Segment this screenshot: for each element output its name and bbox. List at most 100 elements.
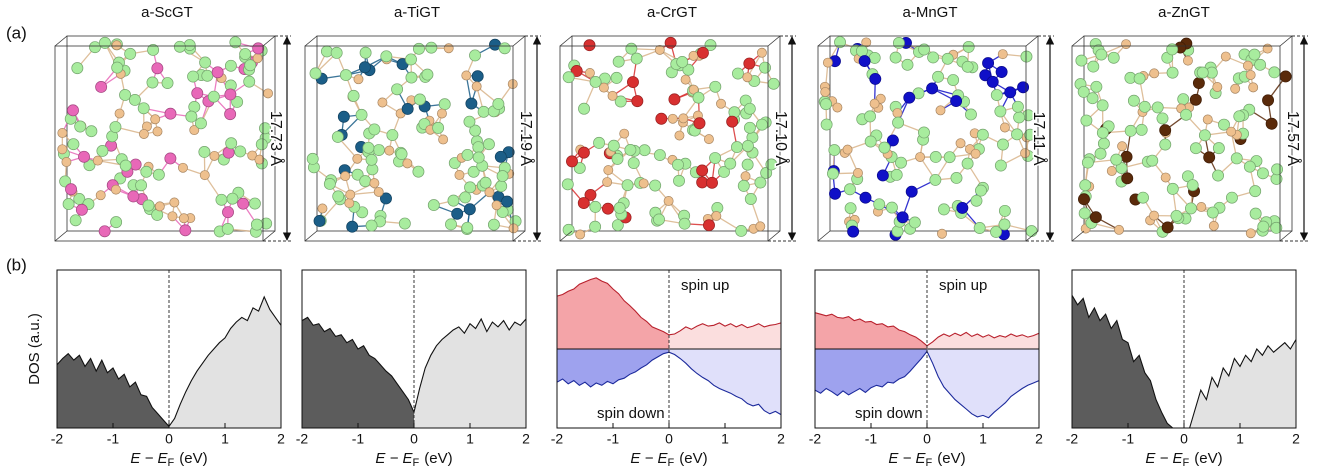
atom: [72, 63, 83, 74]
atom: [321, 46, 332, 57]
atom: [675, 131, 684, 140]
x-tick-label: 1: [979, 431, 987, 447]
atom: [318, 204, 327, 213]
atom: [1227, 127, 1236, 136]
atom: [348, 90, 359, 101]
atom: [995, 106, 1006, 117]
atom: [86, 126, 97, 137]
atom: [238, 198, 249, 209]
x-tick-label: -1: [352, 431, 365, 447]
cell-edge: [560, 36, 572, 46]
cell-edge: [1026, 36, 1038, 46]
atom: [307, 153, 318, 164]
atom: [381, 51, 392, 62]
atom: [1108, 52, 1119, 63]
atom: [604, 166, 613, 175]
atom: [341, 171, 350, 180]
atom: [909, 217, 920, 228]
atom: [971, 149, 980, 158]
atom: [135, 180, 146, 191]
atom: [829, 188, 840, 199]
atom: [1204, 152, 1215, 163]
atom: [464, 116, 475, 127]
atom: [622, 180, 633, 191]
x-tick-label: 2: [1035, 431, 1043, 447]
atom: [845, 203, 856, 214]
atom: [694, 118, 705, 129]
atom: [483, 139, 494, 150]
atom: [1244, 161, 1255, 172]
atom: [944, 152, 955, 163]
atom: [697, 47, 708, 58]
atom: [820, 99, 831, 110]
atom: [864, 111, 875, 122]
atom: [1255, 59, 1266, 70]
atom: [1250, 208, 1261, 219]
atom: [62, 157, 71, 166]
atom: [405, 54, 416, 65]
atom: [1197, 202, 1206, 211]
atom: [593, 137, 604, 148]
atom: [1263, 44, 1272, 53]
x-label-main: E − E: [630, 450, 668, 467]
atom: [366, 154, 377, 165]
structure-title: a-TiGT: [394, 4, 440, 21]
atom: [1207, 207, 1218, 218]
atom: [473, 142, 484, 153]
atom: [202, 70, 213, 81]
atom: [110, 121, 121, 132]
atom: [138, 103, 149, 114]
panel-label: (b): [6, 255, 27, 274]
x-label-sub: F: [168, 457, 175, 468]
atom: [1125, 125, 1136, 136]
atom: [1246, 229, 1255, 238]
atom: [478, 106, 489, 117]
atom: [1095, 148, 1106, 159]
atom: [1097, 127, 1108, 138]
atom: [331, 47, 342, 58]
series-label: spin up: [681, 277, 729, 294]
atom: [1190, 143, 1201, 154]
atom: [186, 111, 197, 122]
x-axis-label: E − EF(eV): [888, 450, 965, 468]
atom: [472, 82, 481, 91]
atom: [669, 94, 680, 105]
x-label-sub: F: [413, 457, 420, 468]
atom: [170, 198, 179, 207]
atom: [347, 221, 358, 232]
atom: [1111, 154, 1122, 165]
atom: [249, 198, 260, 209]
atom: [1257, 168, 1268, 179]
atom: [745, 193, 756, 204]
atom: [99, 37, 110, 48]
atom: [704, 135, 713, 144]
x-label-sub: F: [926, 457, 933, 468]
atom: [1167, 44, 1178, 55]
atom: [938, 204, 949, 215]
y-axis-label: DOS (a.u.): [26, 313, 43, 385]
atom: [1078, 194, 1089, 205]
atom: [890, 52, 901, 63]
x-tick-label: -2: [809, 431, 822, 447]
atom: [180, 225, 191, 236]
atom: [1157, 113, 1168, 124]
atom: [1020, 149, 1029, 158]
atom: [1076, 55, 1087, 66]
atom: [829, 144, 840, 155]
atom: [679, 114, 688, 123]
atom: [128, 191, 139, 202]
atom: [997, 139, 1008, 150]
atom: [1266, 118, 1277, 129]
atom: [757, 48, 766, 57]
atom: [590, 201, 601, 212]
atom: [590, 76, 601, 87]
atom: [253, 54, 262, 63]
atom: [576, 230, 585, 239]
cell-edge: [818, 36, 830, 46]
atom: [1213, 143, 1224, 154]
x-tick-label: 0: [165, 431, 173, 447]
atom: [578, 147, 589, 158]
atom: [153, 127, 162, 136]
atom: [1213, 82, 1222, 91]
x-tick-label: -2: [1066, 431, 1079, 447]
